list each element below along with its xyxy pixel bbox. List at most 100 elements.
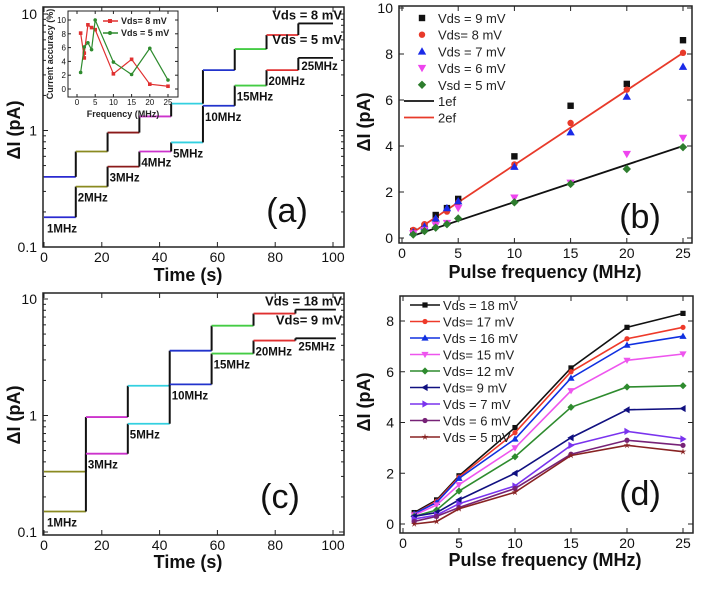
- legend-marker: [418, 14, 426, 22]
- y-tick-label: 10: [21, 6, 37, 22]
- data-point: [511, 488, 519, 496]
- x-axis-label: Pulse frequency (MHz): [448, 550, 641, 570]
- data-point: [566, 179, 575, 189]
- inset-legend-label: Vds= 8 mV: [121, 16, 167, 26]
- y-tick-label: 6: [62, 44, 67, 53]
- data-point: [455, 487, 463, 495]
- legend-marker: [422, 400, 429, 408]
- x-tick-label: 20: [145, 98, 154, 107]
- data-point: [568, 365, 574, 371]
- step-frequency-label: 20MHz: [256, 347, 293, 359]
- y-tick-label: 10: [21, 291, 37, 307]
- x-tick-label: 15: [563, 535, 579, 551]
- y-axis-label: ΔI (pA): [354, 373, 374, 432]
- data-point: [623, 86, 630, 93]
- legend-marker: [421, 351, 429, 359]
- legend-label: Vds= 17 mV: [443, 315, 515, 330]
- step-frequency-label: 25MHz: [301, 61, 338, 73]
- inset-data-point: [111, 60, 116, 64]
- data-point: [409, 230, 418, 239]
- x-tick-label: 0: [40, 249, 48, 265]
- legend-marker: [417, 47, 427, 55]
- step-frequency-label: 3MHz: [88, 460, 118, 472]
- inset-data-point: [82, 56, 87, 60]
- plot-frame: [42, 292, 345, 536]
- x-tick-label: 0: [398, 245, 406, 261]
- legend-label: Vds = 7 mV: [438, 44, 506, 59]
- data-point: [433, 517, 441, 525]
- y-tick-label: 2: [385, 184, 393, 200]
- y-tick-label: 0.1: [18, 524, 38, 540]
- legend-label: Vds = 18 mV: [443, 298, 518, 313]
- data-point: [567, 403, 575, 411]
- y-tick-label: 6: [386, 364, 394, 380]
- data-point: [420, 226, 429, 236]
- legend-marker: [418, 31, 426, 38]
- y-tick-label: 0: [385, 230, 393, 246]
- legend-marker: [417, 80, 427, 89]
- data-point: [511, 453, 519, 461]
- inset-data-point: [129, 57, 134, 62]
- step-frequency-label: 4MHz: [141, 158, 171, 170]
- legend-marker: [421, 367, 429, 375]
- data-point: [623, 341, 631, 348]
- step-frequency-label: 10MHz: [205, 112, 242, 124]
- inset-data-point: [93, 27, 97, 32]
- legend-label: Vds = 5 mV: [443, 430, 511, 445]
- data-point: [624, 336, 630, 342]
- x-tick-label: 40: [152, 537, 168, 553]
- data-point: [434, 513, 440, 519]
- legend-marker: [422, 302, 428, 308]
- y-axis-label: ΔI (pA): [4, 386, 24, 445]
- data-point: [568, 369, 574, 375]
- x-tick-label: 5: [454, 245, 462, 261]
- legend-label: Vds = 6 mV: [438, 61, 506, 76]
- x-tick-label: 60: [210, 249, 226, 265]
- y-tick-label: 4: [62, 57, 67, 66]
- legend-label: Vds= 15 mV: [443, 348, 515, 363]
- data-point: [624, 427, 631, 435]
- inset-data-point: [148, 82, 152, 86]
- legend-label: Vds = 7 mV: [443, 397, 511, 412]
- y-tick-label: 1: [29, 408, 37, 424]
- series: [409, 142, 688, 239]
- data-point: [624, 437, 630, 443]
- step-frequency-label: 1MHz: [47, 517, 77, 529]
- data-point: [679, 404, 686, 413]
- series-label: Vds = 18 mV: [265, 294, 342, 309]
- x-tick-label: 25: [164, 98, 173, 107]
- y-tick-label: 10: [377, 0, 393, 16]
- legend-label: 2ef: [438, 111, 456, 126]
- x-tick-label: 25: [675, 245, 691, 261]
- step-frequency-label: 2MHz: [78, 193, 108, 205]
- y-tick-label: 2: [386, 465, 394, 481]
- legend-marker: [421, 433, 429, 440]
- data-point: [433, 506, 441, 514]
- step-trace: [44, 22, 333, 178]
- data-point: [511, 153, 518, 160]
- data-point: [455, 482, 463, 489]
- series-label: Vds = 8 mV: [272, 7, 342, 22]
- data-point: [511, 445, 519, 452]
- data-point: [623, 357, 631, 364]
- data-point: [678, 134, 688, 143]
- inset-data-point: [148, 46, 152, 51]
- inset-chart: 0 5 10 15 20 25 0 2 4 6 8 10 Frequency (MHz) Current …: [45, 9, 179, 119]
- panel-d: 0 5 10 15 20 25 0 2 4 6 8 Pulse frequency (MHz) ΔI (…: [354, 295, 694, 570]
- legend-label: Vds = 9 mV: [438, 11, 506, 26]
- legend-marker: [422, 417, 428, 424]
- inset-data-point: [166, 84, 170, 89]
- inset-data-point: [78, 31, 83, 35]
- inset-data-point: [78, 70, 83, 75]
- data-point: [454, 214, 463, 223]
- x-tick-label: 80: [267, 249, 283, 265]
- data-point: [511, 435, 519, 442]
- data-point: [567, 374, 575, 381]
- y-axis-label: ΔI (pA): [354, 93, 374, 152]
- y-tick-label: 8: [62, 30, 67, 39]
- x-tick-label: 60: [210, 537, 226, 553]
- legend-label: Vds = 6 mV: [443, 414, 511, 429]
- x-tick-label: 0: [40, 537, 48, 553]
